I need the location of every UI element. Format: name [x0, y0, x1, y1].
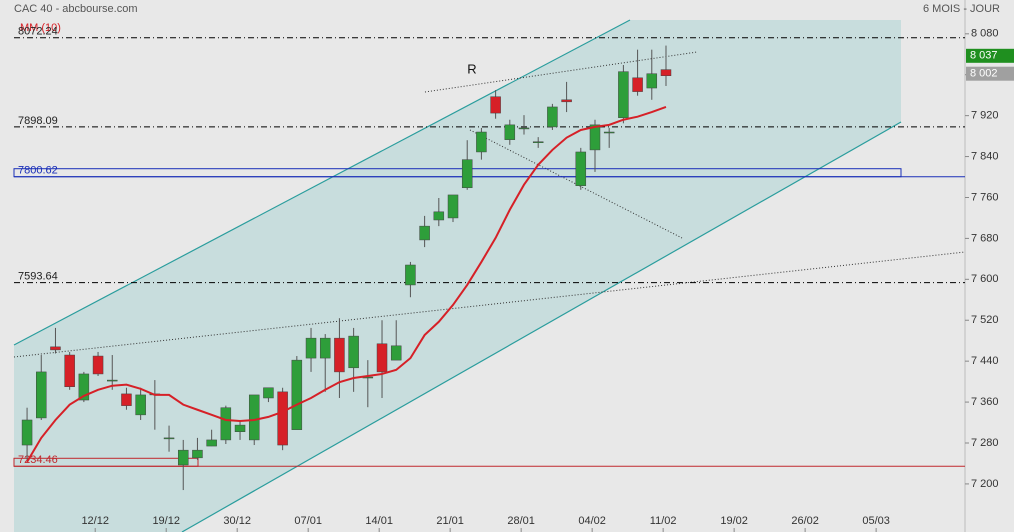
candle-body	[518, 127, 530, 130]
candle-body	[248, 394, 260, 441]
level-label: 7898.09	[18, 115, 58, 127]
x-tick-label: 04/02	[578, 515, 606, 527]
candle-body	[405, 264, 416, 286]
x-tick-label: 19/02	[720, 515, 748, 527]
candle-body	[632, 77, 643, 92]
y-tick-label: 7 360	[971, 396, 999, 408]
candle-body	[419, 225, 430, 241]
candle-body	[334, 337, 345, 373]
channel-fill	[14, 20, 901, 532]
candle-body	[660, 69, 672, 77]
level-box	[13, 168, 902, 178]
candle-body	[390, 345, 402, 361]
candle-body	[206, 439, 217, 447]
y-tick-label: 7 760	[971, 191, 999, 203]
level-label: 7593.64	[18, 270, 58, 282]
candle-body	[177, 449, 189, 466]
level-box	[13, 457, 199, 467]
candle-body	[36, 371, 47, 419]
trend-line	[13, 251, 966, 358]
candle-body	[490, 96, 501, 114]
moving-average	[26, 106, 667, 463]
level-label: 8072.24	[18, 26, 58, 38]
candle-body	[107, 379, 118, 382]
channel-lower	[181, 121, 902, 532]
x-tick-label: 21/01	[436, 515, 464, 527]
x-tick-label: 19/12	[152, 515, 180, 527]
candle-body	[618, 71, 629, 118]
candle-body	[135, 394, 146, 416]
candle-body	[476, 131, 487, 153]
candle-body	[589, 124, 601, 151]
y-tick-label: 7 440	[971, 355, 999, 367]
y-tick-label: 7 600	[971, 273, 999, 285]
x-tick-label: 30/12	[223, 515, 251, 527]
candle-body	[234, 424, 246, 432]
x-tick-label: 26/02	[791, 515, 819, 527]
candle-body	[447, 194, 459, 219]
candle-body	[575, 151, 587, 186]
candle-body	[78, 373, 90, 401]
price-label-box	[966, 66, 1014, 81]
channel-upper	[13, 19, 631, 346]
level-label: 7800.62	[18, 165, 58, 177]
chart-title: CAC 40 - abcbourse.com	[14, 3, 138, 15]
x-tick-label: 07/01	[294, 515, 322, 527]
y-tick-label: 7 840	[971, 150, 999, 162]
chart-subtitle: 6 MOIS - JOUR	[923, 3, 1000, 15]
x-tick-label: 14/01	[365, 515, 393, 527]
annotation: R	[467, 61, 476, 76]
trend-line	[469, 129, 683, 239]
candle-body	[547, 106, 558, 128]
trend-line	[424, 51, 698, 93]
price-label-box	[966, 48, 1014, 63]
candle-body	[291, 359, 303, 430]
candle-body	[277, 391, 288, 446]
candle-body	[220, 407, 232, 441]
level-label: 7234.46	[18, 454, 58, 466]
candle-body	[461, 159, 473, 189]
candle-body	[92, 355, 104, 375]
candle-body	[603, 131, 615, 134]
y-tick-label: 7 520	[971, 314, 999, 326]
legend-entry: MM (10)	[20, 22, 61, 34]
candle-body	[21, 419, 33, 446]
candle-body	[646, 73, 658, 89]
candle-body	[50, 346, 61, 351]
candle-body	[532, 141, 544, 143]
y-tick-label: 7 920	[971, 110, 999, 122]
x-tick-label: 28/01	[507, 515, 535, 527]
y-tick-label: 7 280	[971, 437, 999, 449]
candle-body	[561, 99, 572, 103]
price-label: 8 002	[970, 68, 998, 80]
candle-body	[64, 354, 75, 387]
candle-body	[504, 124, 516, 140]
y-tick-label: 8 080	[971, 28, 999, 40]
candle-body	[319, 337, 331, 359]
candle-body	[192, 449, 203, 459]
y-tick-label: 7 680	[971, 232, 999, 244]
candle-body	[376, 343, 388, 373]
x-tick-label: 05/03	[862, 515, 890, 527]
x-tick-label: 11/02	[650, 515, 677, 527]
candle-body	[121, 393, 132, 406]
candle-body	[263, 387, 274, 399]
candle-body	[305, 337, 317, 359]
candle-body	[163, 437, 175, 440]
y-tick-label: 7 200	[971, 478, 999, 490]
candle-body	[433, 211, 445, 221]
x-tick-label: 12/12	[81, 515, 109, 527]
price-label: 8 037	[970, 50, 998, 62]
candle-body	[348, 335, 359, 369]
